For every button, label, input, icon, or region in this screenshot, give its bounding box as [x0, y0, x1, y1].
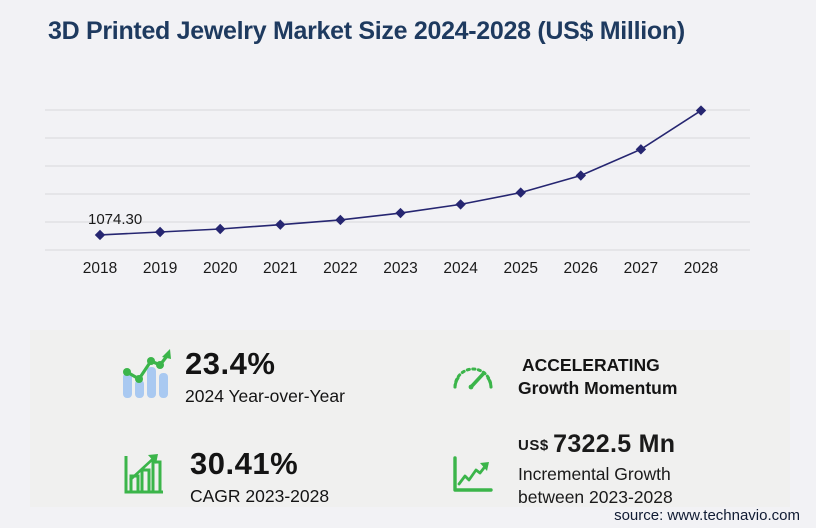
svg-text:2024: 2024: [443, 260, 478, 277]
incremental-label: Incremental Growth between 2023-2028: [518, 464, 673, 507]
line-graph-icon: [452, 455, 494, 498]
svg-text:2022: 2022: [323, 260, 357, 277]
growth-bars-icon: [122, 452, 166, 501]
svg-text:2026: 2026: [564, 260, 598, 277]
cagr-value: 30.41%: [190, 446, 299, 481]
svg-text:2018: 2018: [83, 260, 117, 277]
market-line-chart: 1074.30 2018 2019 2020 2021 2022 2023 2024 2025 2…: [45, 105, 750, 277]
speedometer-icon: [450, 357, 496, 400]
yoy-value: 23.4%: [185, 346, 276, 381]
cagr-label: CAGR 2023-2028: [190, 485, 330, 506]
source-credit: source: www.technavio.com: [614, 507, 800, 524]
svg-text:2023: 2023: [383, 260, 417, 277]
svg-text:1074.30: 1074.30: [88, 211, 142, 228]
momentum-label: Growth Momentum: [518, 378, 678, 398]
svg-text:2020: 2020: [203, 260, 238, 277]
bar-chart-trend-icon: [118, 347, 174, 406]
yoy-label: 2024 Year-over-Year: [185, 385, 345, 406]
svg-text:2028: 2028: [684, 260, 718, 277]
incremental-value: 7322.5 Mn: [553, 430, 676, 458]
svg-text:2025: 2025: [503, 260, 537, 277]
svg-text:2027: 2027: [624, 260, 658, 277]
svg-text:2021: 2021: [263, 260, 297, 277]
incremental-currency: US$: [518, 437, 549, 454]
svg-text:2019: 2019: [143, 260, 177, 277]
incremental-value-line: US$ 7322.5 Mn: [518, 430, 675, 459]
momentum-value: ACCELERATING: [522, 355, 660, 375]
stats-panel: 23.4% 2024 Year-over-Year ACCELERATING G…: [30, 330, 790, 507]
page-title: 3D Printed Jewelry Market Size 2024-2028…: [48, 17, 685, 45]
